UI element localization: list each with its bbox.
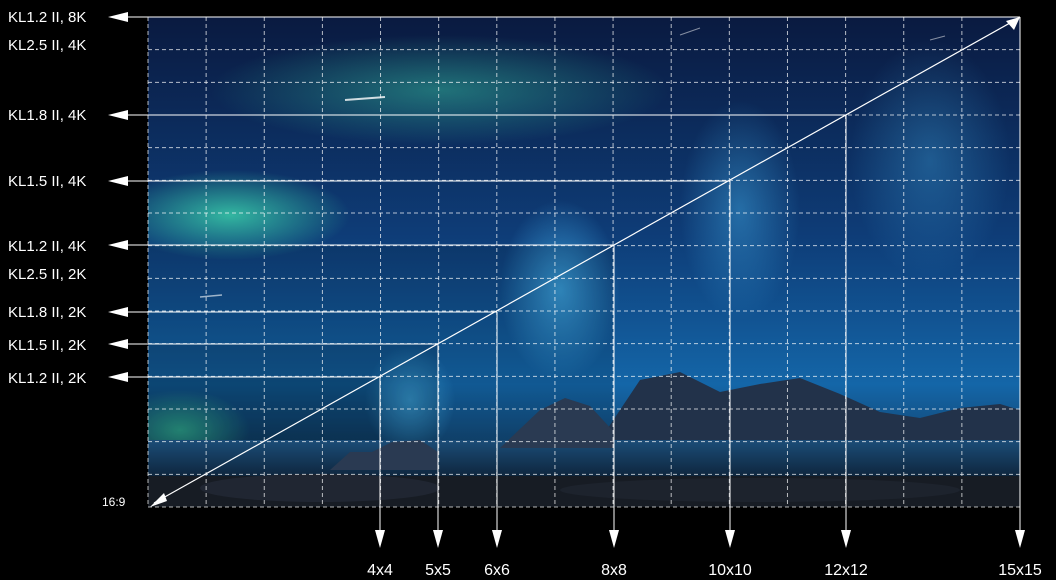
row-arrowhead-kl18-4k bbox=[108, 110, 128, 120]
row-label-kl25-4k: KL2.5 II, 4K bbox=[8, 37, 86, 54]
row-label-kl18-4k: KL1.8 II, 4K bbox=[8, 107, 86, 124]
diagonal-line bbox=[153, 18, 1018, 504]
col-label-10x10: 10x10 bbox=[708, 562, 752, 579]
col-label-6x6: 6x6 bbox=[484, 562, 510, 579]
row-label-kl12-2k: KL1.2 II, 2K bbox=[8, 370, 86, 387]
aspect-ratio-label: 16:9 bbox=[102, 495, 126, 509]
row-label-kl25-2k: KL2.5 II, 2K bbox=[8, 266, 86, 283]
col-arrowhead-15x15 bbox=[1015, 530, 1025, 548]
col-arrowhead-5x5 bbox=[433, 530, 443, 548]
row-arrowhead-kl12-8k bbox=[108, 12, 128, 22]
col-arrowhead-8x8 bbox=[609, 530, 619, 548]
row-labels: KL1.2 II, 8K KL2.5 II, 4K KL1.8 II, 4K K… bbox=[8, 9, 86, 387]
col-arrowhead-12x12 bbox=[841, 530, 851, 548]
row-arrowhead-kl18-2k bbox=[108, 307, 128, 317]
col-label-12x12: 12x12 bbox=[824, 562, 868, 579]
row-label-kl18-2k: KL1.8 II, 2K bbox=[8, 304, 86, 321]
col-label-4x4: 4x4 bbox=[367, 562, 393, 579]
row-arrowhead-kl15-2k bbox=[108, 339, 128, 349]
col-arrowhead-4x4 bbox=[375, 530, 385, 548]
column-labels: 4x4 5x5 6x6 8x8 10x10 12x12 15x15 bbox=[367, 562, 1042, 579]
row-arrowhead-kl15-4k bbox=[108, 176, 128, 186]
row-label-kl15-2k: KL1.5 II, 2K bbox=[8, 337, 86, 354]
guide-lines bbox=[108, 12, 1025, 548]
diagonal-start-arrowhead bbox=[150, 493, 167, 507]
row-arrowhead-kl12-2k bbox=[108, 372, 128, 382]
row-label-kl15-4k: KL1.5 II, 4K bbox=[8, 173, 86, 190]
col-label-15x15: 15x15 bbox=[998, 562, 1042, 579]
row-arrowhead-kl12-4k bbox=[108, 240, 128, 250]
diagonal-end-arrowhead bbox=[1006, 17, 1020, 30]
row-label-kl12-8k: KL1.2 II, 8K bbox=[8, 9, 86, 26]
aurora-photo bbox=[148, 17, 1020, 507]
col-arrowhead-10x10 bbox=[725, 530, 735, 548]
row-label-kl12-4k: KL1.2 II, 4K bbox=[8, 238, 86, 255]
col-label-8x8: 8x8 bbox=[601, 562, 627, 579]
col-label-5x5: 5x5 bbox=[425, 562, 451, 579]
col-arrowhead-6x6 bbox=[492, 530, 502, 548]
